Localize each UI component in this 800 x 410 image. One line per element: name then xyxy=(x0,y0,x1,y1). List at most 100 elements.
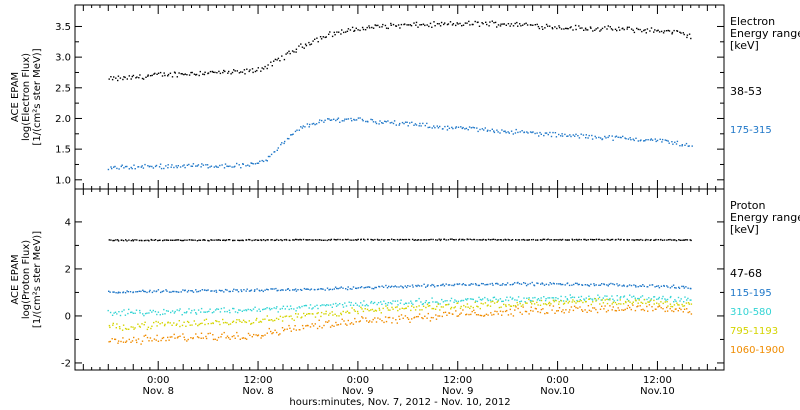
data-point xyxy=(227,337,230,339)
data-point xyxy=(536,301,538,304)
data-point xyxy=(370,309,372,311)
data-point xyxy=(475,314,478,316)
data-point xyxy=(446,23,449,26)
data-point xyxy=(606,284,608,286)
data-point xyxy=(355,287,357,289)
data-point xyxy=(237,335,239,337)
data-point xyxy=(322,36,324,38)
data-point xyxy=(618,303,620,305)
data-point xyxy=(155,290,158,292)
data-point xyxy=(519,311,521,314)
data-point xyxy=(249,69,251,71)
data-point xyxy=(496,239,498,241)
data-point xyxy=(113,239,115,242)
data-point xyxy=(356,239,358,241)
data-point xyxy=(517,307,519,310)
data-point xyxy=(626,307,628,310)
data-point xyxy=(193,73,196,75)
data-point xyxy=(658,303,660,305)
data-point xyxy=(259,290,261,292)
data-point xyxy=(375,286,377,289)
data-point xyxy=(350,301,352,304)
data-point xyxy=(124,327,127,330)
data-point xyxy=(257,67,259,69)
data-point xyxy=(150,327,152,330)
data-point xyxy=(442,306,444,308)
data-point xyxy=(584,238,586,241)
data-point xyxy=(271,239,273,241)
data-point xyxy=(623,284,625,286)
data-point xyxy=(545,283,548,285)
data-point xyxy=(209,166,211,168)
data-point xyxy=(546,239,548,241)
data-point xyxy=(667,286,669,288)
data-point xyxy=(457,283,459,286)
data-point xyxy=(445,239,447,241)
data-point xyxy=(629,301,631,303)
data-point xyxy=(660,285,663,287)
data-point xyxy=(661,239,664,241)
data-point xyxy=(286,52,289,54)
data-point xyxy=(493,313,495,316)
data-point xyxy=(151,325,153,327)
data-point xyxy=(634,297,636,299)
data-point xyxy=(656,139,659,142)
data-point xyxy=(664,301,666,303)
data-point xyxy=(115,292,117,294)
y-axis-label-line: ACE EPAM xyxy=(10,254,21,304)
data-point xyxy=(384,239,386,241)
y-tick-label: 2 xyxy=(65,264,71,275)
data-point xyxy=(606,295,608,297)
data-point xyxy=(393,286,395,288)
data-point xyxy=(586,284,588,286)
data-point xyxy=(579,306,581,308)
data-point xyxy=(450,297,453,300)
data-point xyxy=(141,323,143,325)
data-point xyxy=(251,162,253,164)
data-point xyxy=(268,327,270,330)
data-point xyxy=(109,326,111,329)
data-point xyxy=(656,285,658,287)
data-point xyxy=(413,22,415,24)
data-point xyxy=(118,326,121,328)
data-point xyxy=(543,284,546,286)
data-point xyxy=(381,122,383,124)
data-point xyxy=(255,239,257,241)
data-point xyxy=(289,327,291,329)
data-point xyxy=(599,303,601,305)
data-point xyxy=(522,24,524,26)
data-point xyxy=(595,308,597,311)
data-point xyxy=(219,323,221,326)
data-point xyxy=(220,336,222,338)
y-axis-label-line: ACE EPAM xyxy=(10,72,21,122)
data-point xyxy=(420,239,423,241)
data-point xyxy=(541,26,543,28)
data-point xyxy=(671,141,673,143)
data-point xyxy=(262,160,265,163)
data-point xyxy=(328,118,330,120)
data-point xyxy=(255,334,257,336)
data-point xyxy=(200,166,202,168)
data-point xyxy=(217,308,220,310)
data-point xyxy=(572,29,574,31)
data-point xyxy=(210,239,212,241)
data-point xyxy=(110,239,112,241)
data-point xyxy=(374,238,376,241)
data-point xyxy=(462,309,464,311)
data-point xyxy=(630,308,632,311)
data-point xyxy=(238,164,240,166)
data-point xyxy=(543,134,545,137)
data-point xyxy=(669,287,672,289)
data-point xyxy=(502,239,505,241)
data-point xyxy=(514,299,516,301)
data-point xyxy=(244,321,246,323)
data-point xyxy=(347,286,349,288)
data-point xyxy=(389,302,392,304)
data-point xyxy=(578,283,580,286)
data-point xyxy=(655,308,657,310)
data-point xyxy=(279,289,282,292)
electron-y-axis-label: ACE EPAM log(Electron Flux) [1/(cm²s ster … xyxy=(10,48,43,145)
data-point xyxy=(436,305,438,308)
data-point xyxy=(218,321,220,323)
data-point xyxy=(555,297,557,299)
